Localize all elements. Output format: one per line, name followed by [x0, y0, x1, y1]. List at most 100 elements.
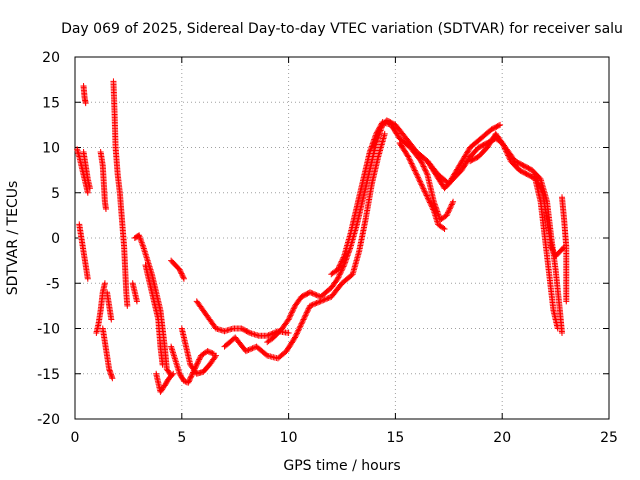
data-point — [337, 268, 344, 275]
data-point — [292, 333, 299, 340]
data-point — [303, 309, 310, 316]
data-point — [411, 167, 418, 174]
data-point — [450, 198, 457, 205]
data-point — [288, 311, 295, 318]
data-point — [503, 148, 510, 155]
data-point — [306, 289, 313, 296]
data-point — [444, 211, 451, 218]
data-point — [375, 127, 382, 134]
data-point — [548, 245, 555, 252]
data-point — [308, 302, 315, 309]
data-point — [405, 154, 412, 161]
data-point — [501, 144, 508, 151]
data-point — [336, 263, 343, 270]
x-tick-label: 15 — [386, 430, 404, 446]
series-arc-m — [153, 370, 177, 395]
data-point — [301, 313, 308, 320]
data-point — [338, 267, 345, 274]
data-point — [248, 345, 255, 352]
series-arc-j — [129, 280, 140, 305]
data-point — [180, 275, 187, 282]
data-point — [302, 312, 309, 319]
data-point — [285, 330, 292, 337]
data-point — [415, 175, 422, 182]
data-point — [448, 202, 455, 209]
data-point — [193, 361, 200, 368]
data-point — [446, 205, 453, 212]
data-point — [337, 259, 344, 266]
data-point — [286, 315, 293, 322]
data-point — [425, 196, 432, 203]
data-point — [440, 225, 447, 232]
data-point — [84, 189, 91, 196]
series-arc-f — [97, 149, 109, 213]
data-point — [550, 247, 557, 254]
y-axis-label: SDTVAR / TECUs — [5, 181, 21, 296]
data-point — [179, 271, 186, 278]
data-point — [313, 300, 320, 307]
data-point — [136, 232, 143, 239]
data-point — [424, 195, 431, 202]
data-point — [548, 244, 555, 251]
data-point — [334, 266, 341, 273]
data-point — [84, 275, 91, 282]
data-point — [108, 316, 115, 323]
data-point — [417, 180, 424, 187]
data-point — [304, 308, 311, 315]
data-point — [169, 371, 176, 378]
data-point — [287, 312, 294, 319]
data-point — [430, 206, 437, 213]
data-point — [294, 328, 301, 335]
series-arc-s — [264, 117, 504, 346]
data-point — [421, 166, 428, 173]
data-point — [404, 152, 411, 159]
data-point — [340, 254, 347, 261]
data-point — [137, 236, 144, 243]
data-point — [448, 201, 455, 208]
data-point — [428, 203, 435, 210]
data-point — [268, 331, 275, 338]
series-arc-w — [467, 130, 568, 260]
x-axis-label: GPS time / hours — [283, 458, 400, 474]
data-point — [441, 225, 448, 232]
data-point — [266, 331, 273, 338]
data-point — [373, 130, 380, 137]
data-point — [310, 290, 317, 297]
data-point — [416, 177, 423, 184]
data-point — [414, 173, 421, 180]
data-point — [420, 163, 427, 170]
data-point — [212, 353, 219, 360]
data-point — [376, 124, 383, 131]
data-point — [196, 356, 203, 363]
data-point — [305, 305, 312, 312]
data-point — [334, 275, 341, 282]
data-point — [206, 349, 213, 356]
series-arc-e — [93, 280, 108, 337]
data-point — [407, 157, 414, 164]
data-point — [176, 266, 183, 273]
data-point — [186, 377, 193, 384]
data-point — [212, 352, 219, 359]
data-point — [336, 271, 343, 278]
data-point — [376, 125, 383, 132]
data-point — [504, 151, 511, 158]
data-point — [291, 335, 298, 342]
data-point — [422, 191, 429, 198]
data-point — [503, 149, 510, 156]
data-point — [554, 325, 561, 332]
data-point — [180, 274, 187, 281]
data-point — [321, 296, 328, 303]
data-point — [424, 193, 431, 200]
y-tick-label: 0 — [51, 231, 60, 247]
data-point — [418, 159, 425, 166]
x-tick-label: 5 — [177, 430, 186, 446]
data-point — [336, 273, 343, 280]
data-point — [501, 145, 508, 152]
data-point — [177, 267, 184, 274]
data-point — [500, 142, 507, 149]
data-point — [419, 182, 426, 189]
data-point — [137, 235, 144, 242]
data-point — [422, 167, 429, 174]
data-point — [196, 355, 203, 362]
data-point — [290, 305, 297, 312]
